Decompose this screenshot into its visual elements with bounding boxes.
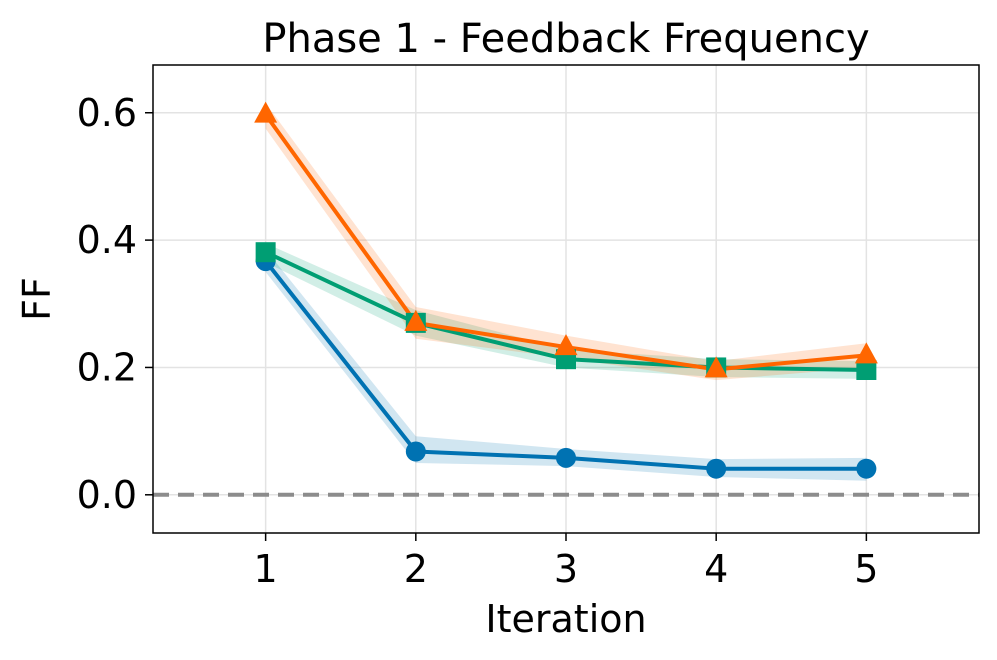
x-axis-ticks: 1 2 3 4 5: [254, 533, 878, 591]
x-tick-label-3: 3: [554, 547, 578, 591]
y-tick-label-2: 0.2: [77, 345, 137, 389]
series-orange-point-4: [704, 356, 728, 378]
y-axis-ticks: 0.0 0.2 0.4 0.6: [77, 91, 153, 517]
y-tick-label-1: 0.0: [77, 473, 137, 517]
series-green-point-1: [255, 242, 276, 263]
x-tick-label-5: 5: [854, 547, 878, 591]
series-orange-point-3: [554, 334, 578, 356]
x-tick-label-2: 2: [404, 547, 428, 591]
x-tick-label-1: 1: [254, 547, 278, 591]
series-green-point-5: [856, 359, 877, 380]
x-tick-label-4: 4: [704, 547, 728, 591]
series-orange-point-1: [254, 101, 278, 123]
series-blue-point-5: [856, 458, 877, 479]
y-tick-label-3: 0.4: [77, 218, 137, 262]
series-blue-point-3: [556, 447, 576, 468]
series-blue-point-2: [405, 441, 426, 462]
series-markers: [254, 101, 878, 479]
series-orange-point-2: [404, 309, 428, 331]
y-axis-label: FF: [15, 277, 59, 321]
y-tick-label-4: 0.6: [77, 91, 137, 135]
chart-title: Phase 1 - Feedback Frequency: [262, 16, 869, 62]
series-orange-point-5: [854, 342, 878, 364]
x-axis-label: Iteration: [485, 597, 646, 641]
series-blue-point-4: [706, 458, 727, 479]
